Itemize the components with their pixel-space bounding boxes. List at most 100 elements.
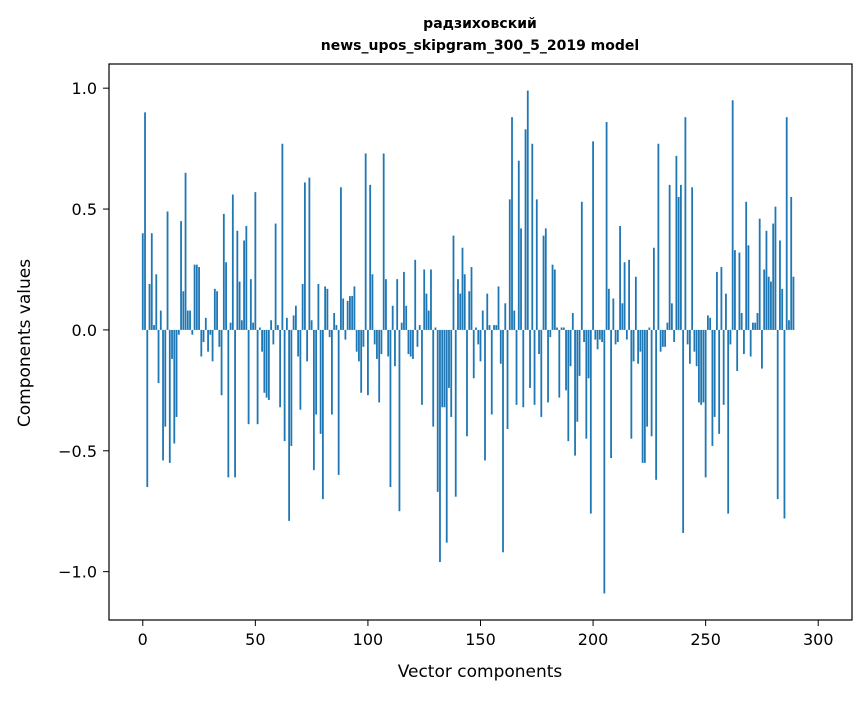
bar	[202, 329, 205, 342]
bar	[279, 329, 282, 408]
bar	[157, 329, 160, 384]
bar	[439, 329, 441, 562]
bar	[186, 310, 189, 330]
bar	[274, 223, 277, 330]
plot-frame	[108, 63, 853, 621]
bar	[222, 213, 225, 330]
bar	[504, 303, 507, 330]
bar	[216, 291, 218, 330]
bar	[670, 303, 673, 330]
bar	[684, 117, 687, 330]
y-tick-label: −1.0	[58, 563, 97, 582]
bar	[454, 329, 457, 497]
bar	[641, 329, 644, 463]
bar	[184, 172, 187, 330]
bar	[324, 286, 327, 330]
bar	[619, 225, 621, 330]
bar	[475, 327, 477, 330]
bar	[252, 322, 254, 330]
bar	[580, 201, 583, 330]
bar	[754, 322, 757, 330]
bar	[385, 279, 387, 330]
bar	[407, 329, 410, 355]
bar	[166, 211, 169, 330]
bar	[450, 329, 453, 417]
bar	[263, 329, 266, 393]
bar	[396, 279, 399, 330]
bar	[468, 291, 471, 330]
bar	[258, 327, 261, 330]
bar	[171, 329, 173, 359]
bar	[661, 329, 664, 347]
bar	[734, 250, 736, 330]
bar	[328, 329, 331, 338]
bar	[164, 329, 167, 427]
bar	[479, 329, 482, 362]
bar	[495, 325, 498, 330]
bar	[556, 327, 558, 330]
bar	[238, 281, 241, 330]
bar	[562, 327, 565, 330]
bar	[713, 329, 716, 417]
bar	[403, 271, 405, 330]
y-tick-label: 1.0	[72, 79, 97, 98]
bar	[209, 329, 212, 335]
bar	[227, 329, 230, 478]
bar	[668, 184, 671, 330]
bar	[513, 310, 516, 330]
bar	[598, 329, 601, 340]
bar	[725, 293, 727, 330]
bar	[758, 218, 761, 330]
bar	[378, 329, 381, 403]
bar	[353, 286, 356, 330]
bar	[477, 329, 480, 345]
bar	[303, 182, 306, 330]
bar	[707, 315, 709, 330]
bar	[718, 329, 721, 434]
bar	[337, 329, 340, 475]
bar	[729, 329, 732, 345]
bar	[457, 279, 459, 330]
x-tick-label: 250	[690, 630, 721, 649]
bar	[722, 329, 725, 405]
bar	[168, 329, 171, 463]
bar	[574, 329, 576, 456]
bar	[310, 320, 313, 330]
bar	[497, 286, 500, 330]
bar	[272, 329, 275, 345]
bar	[346, 300, 349, 330]
bar	[763, 269, 766, 330]
bar	[538, 329, 540, 355]
bar	[461, 247, 464, 330]
bar	[254, 192, 257, 330]
bar	[592, 141, 594, 330]
bar	[387, 329, 390, 357]
bar	[270, 320, 273, 330]
bar	[218, 329, 221, 347]
bar	[319, 329, 322, 434]
bar	[267, 329, 270, 401]
bar	[700, 329, 703, 405]
bar	[211, 329, 214, 362]
bar	[425, 293, 428, 330]
bar	[290, 329, 293, 446]
bar	[191, 329, 194, 335]
bar	[312, 329, 315, 471]
bar	[502, 329, 504, 553]
bar	[301, 283, 304, 330]
bar	[524, 129, 527, 330]
bar	[553, 269, 556, 330]
bar	[297, 329, 300, 357]
y-axis-label: Components values	[15, 259, 35, 427]
bar	[229, 322, 232, 330]
bar	[256, 329, 259, 425]
bar	[659, 329, 662, 352]
bar	[565, 329, 567, 391]
bar	[655, 329, 658, 480]
x-tick-label: 300	[803, 630, 834, 649]
bar	[225, 262, 227, 330]
x-tick-label: 100	[353, 630, 384, 649]
bar	[628, 259, 630, 330]
bar	[481, 310, 484, 330]
bar	[657, 143, 660, 330]
